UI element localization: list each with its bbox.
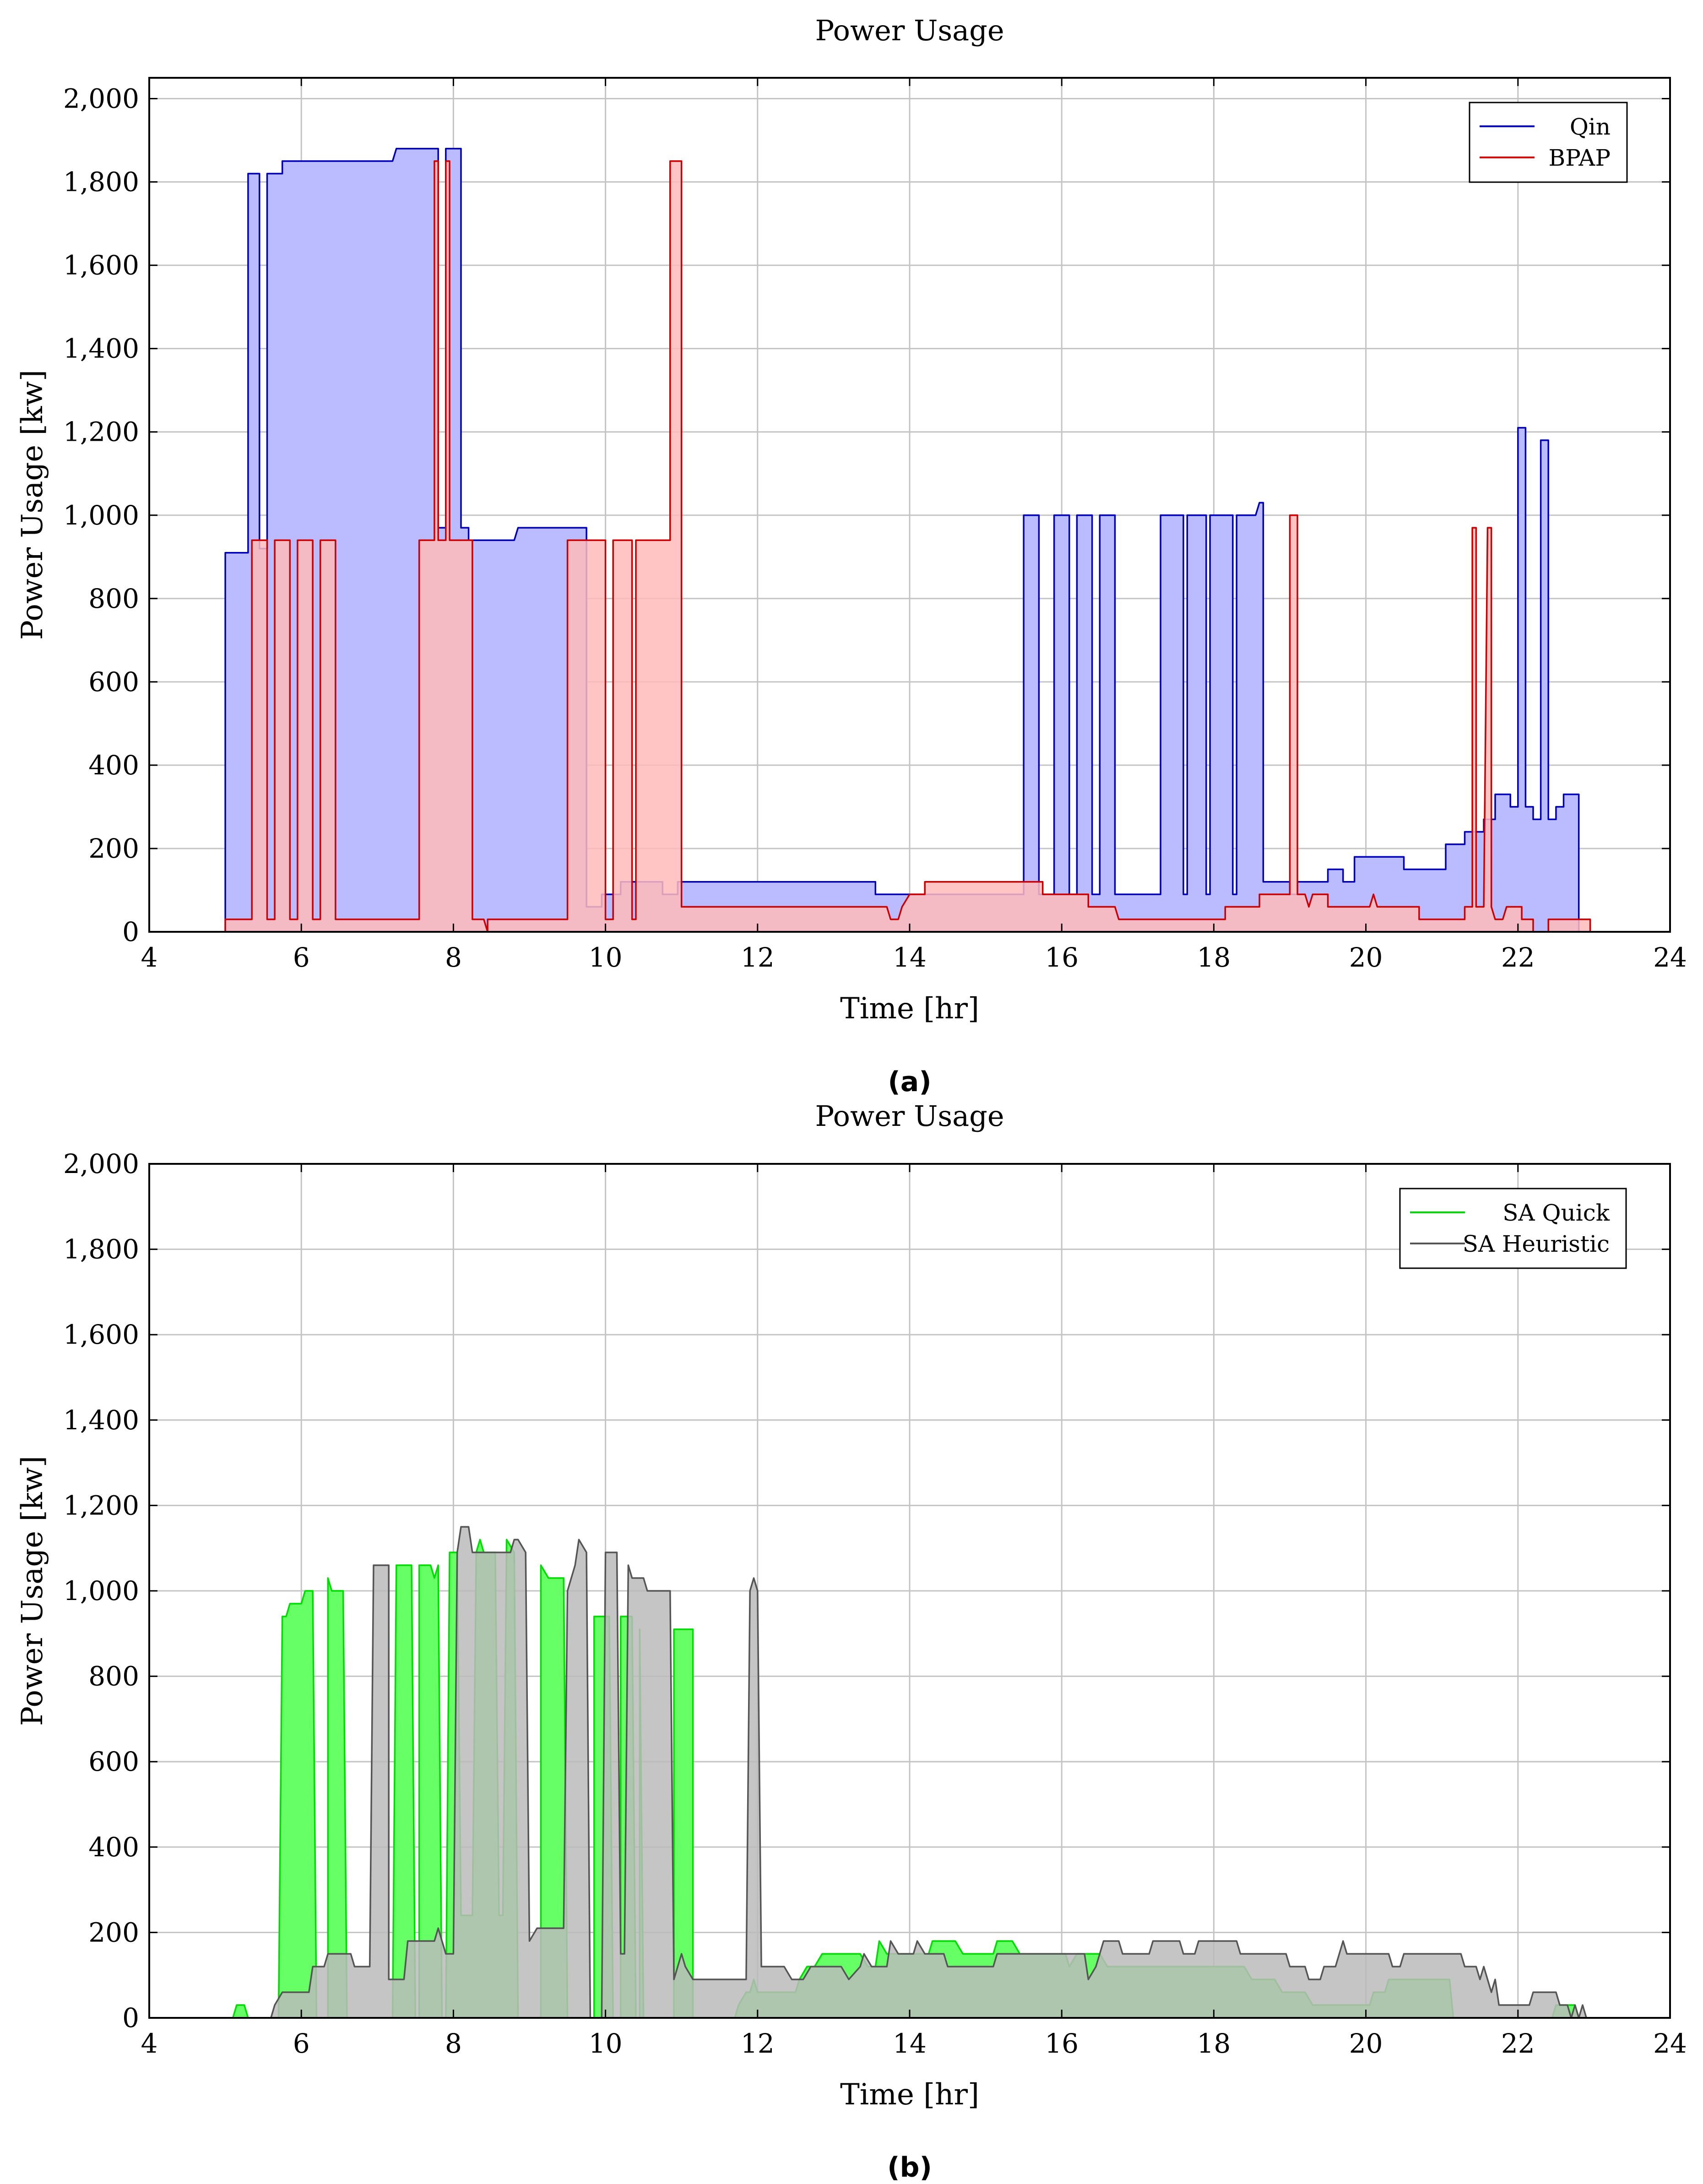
y-tick-label: 1,200 [63,416,139,448]
x-tick-label: 14 [893,942,927,973]
chart-a-title: Power Usage [815,14,1004,47]
y-tick-label: 600 [88,1746,139,1777]
y-tick-label: 200 [88,833,139,864]
y-tick-label: 1,800 [63,1234,139,1265]
y-tick-label: 400 [88,750,139,781]
x-tick-label: 20 [1349,2028,1383,2059]
legend-label: Qin [1570,114,1611,140]
chart-a-series-qin [149,147,1670,933]
chart-a-caption: (a) [888,1066,931,1098]
y-tick-label: 1,400 [63,333,139,364]
y-tick-label: 200 [88,1917,139,1948]
x-tick-label: 10 [589,2028,623,2059]
series-area [149,148,1670,932]
x-tick-label: 24 [1653,2028,1687,2059]
x-tick-label: 14 [893,2028,927,2059]
y-tick-label: 0 [122,2002,139,2033]
legend-box [1469,102,1628,183]
legend-label: BPAP [1548,145,1611,171]
y-tick-label: 800 [88,1661,139,1692]
y-tick-label: 400 [88,1832,139,1863]
y-tick-label: 2,000 [63,83,139,114]
y-tick-label: 0 [122,916,139,947]
x-tick-label: 10 [589,942,623,973]
legend-box [1399,1188,1627,1269]
y-tick-label: 1,600 [63,1319,139,1350]
y-tick-label: 1,800 [63,167,139,198]
y-tick-label: 600 [88,666,139,697]
x-tick-label: 6 [293,942,310,973]
chart-b: 4 6 8 10 12 14 16 18 20 22 24 0 200 400 600 800 1,000 1,2… [16,1099,1687,2184]
y-tick-label: 1,000 [63,500,139,531]
x-tick-label: 6 [293,2028,310,2059]
chart-a-x-axis-label: Time [hr] [840,992,979,1026]
series-line [149,147,1670,933]
chart-b-y-axis-label: Power Usage [kw] [16,1456,49,1726]
series-area [149,1540,1670,2018]
x-tick-label: 4 [141,2028,158,2059]
x-tick-label: 12 [741,2028,775,2059]
y-tick-label: 1,600 [63,250,139,281]
chart-a: 4 6 8 10 12 14 16 18 20 22 24 0 200 400 600 800 1,000 1,2… [16,14,1687,1098]
x-tick-label: 16 [1045,942,1079,973]
chart-b-series-sa-heuristic [149,1526,1670,2019]
y-tick-label: 800 [88,583,139,614]
x-tick-label: 18 [1197,2028,1231,2059]
chart-b-x-axis-label: Time [hr] [840,2078,979,2112]
x-tick-label: 16 [1045,2028,1079,2059]
chart-b-title: Power Usage [815,1099,1004,1133]
x-tick-label: 22 [1501,942,1535,973]
y-tick-label: 1,200 [63,1490,139,1521]
x-tick-label: 12 [741,942,775,973]
chart-a-legend: Qin BPAP [1469,102,1628,183]
y-tick-label: 1,400 [63,1405,139,1436]
series-line [149,1526,1670,2019]
chart-a-y-axis-label: Power Usage [kw] [16,370,49,640]
x-tick-label: 18 [1197,942,1231,973]
chart-b-caption: (b) [887,2152,932,2184]
x-tick-label: 4 [141,942,158,973]
series-line [149,160,1670,933]
y-tick-label: 1,000 [63,1575,139,1606]
x-tick-label: 24 [1653,942,1687,973]
x-tick-label: 20 [1349,942,1383,973]
x-tick-label: 8 [445,942,462,973]
legend-label: SA Quick [1502,1200,1610,1226]
y-tick-label: 2,000 [63,1148,139,1179]
x-tick-label: 22 [1501,2028,1535,2059]
x-tick-label: 8 [445,2028,462,2059]
legend-label: SA Heuristic [1463,1231,1610,1257]
chart-a-series-bpap [149,160,1670,933]
chart-b-legend: SA Quick SA Heuristic [1399,1188,1627,1269]
